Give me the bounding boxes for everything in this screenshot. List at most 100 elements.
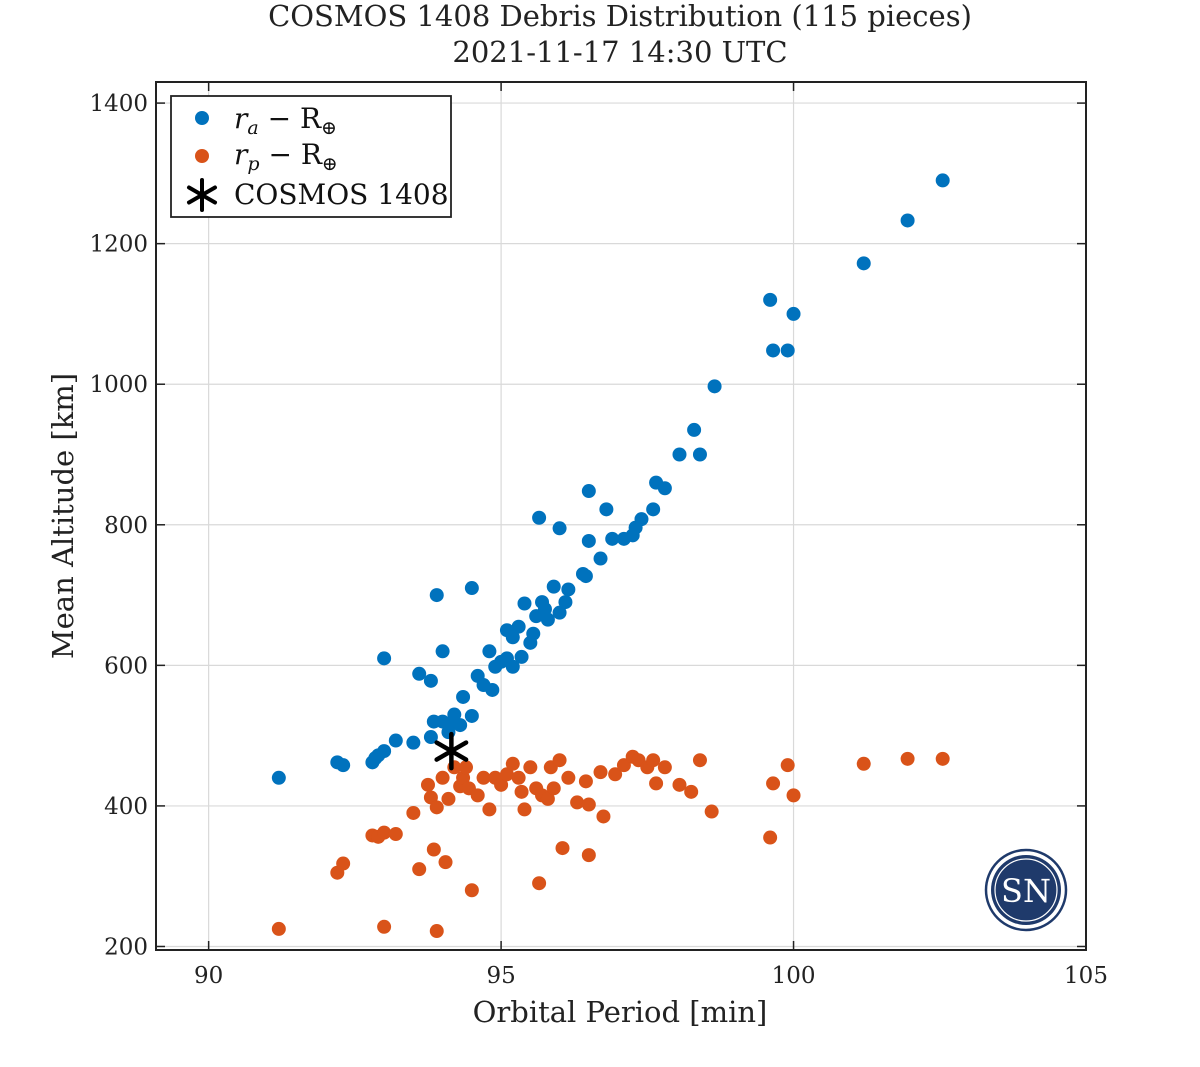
data-point	[684, 784, 699, 799]
chart-title: COSMOS 1408 Debris Distribution (115 pie…	[268, 0, 972, 33]
data-point	[692, 447, 707, 462]
data-points	[271, 173, 950, 939]
data-point	[763, 830, 778, 845]
sn-logo-text: SN	[1001, 872, 1051, 910]
data-point	[657, 481, 672, 496]
data-point	[552, 753, 567, 768]
data-point	[459, 760, 473, 775]
data-point	[470, 788, 485, 803]
data-point	[485, 682, 500, 697]
data-point	[786, 306, 801, 321]
data-point	[900, 213, 915, 228]
data-point	[377, 919, 392, 934]
data-point	[517, 802, 532, 817]
data-point	[482, 644, 497, 659]
data-point	[646, 502, 661, 517]
data-point	[388, 827, 403, 842]
legend-ra-main: r	[234, 102, 249, 135]
plot-frame	[155, 81, 1087, 951]
legend-marker-rp	[195, 149, 209, 163]
data-point	[540, 612, 555, 627]
series-1	[271, 749, 950, 939]
data-point	[336, 856, 351, 871]
legend: ra − R⊕ rp − R⊕ COSMOS 1408	[170, 95, 452, 218]
sn-logo-icon: SN	[984, 848, 1068, 932]
x-tick-label: 95	[486, 963, 515, 989]
data-point	[377, 651, 392, 666]
data-point	[429, 924, 444, 939]
data-point	[420, 777, 435, 792]
data-point	[441, 791, 456, 806]
data-point	[526, 626, 541, 641]
series-2	[434, 731, 469, 771]
legend-entry-rp: rp − R⊕	[195, 138, 338, 175]
data-point	[406, 805, 421, 820]
legend-rp-op: − R	[260, 138, 323, 171]
data-point	[646, 753, 661, 768]
data-point	[412, 862, 427, 877]
y-tick-label: 800	[104, 513, 148, 539]
data-point	[935, 751, 950, 766]
data-point	[447, 707, 462, 722]
legend-label-cosmos: COSMOS 1408	[234, 178, 449, 211]
y-tick-label: 1000	[89, 372, 148, 398]
legend-ra-sub: a	[247, 117, 258, 139]
data-point	[766, 776, 781, 791]
data-point	[412, 666, 427, 681]
y-tick-label: 1400	[89, 91, 148, 117]
legend-entry-ra: ra − R⊕	[195, 102, 337, 139]
data-point	[464, 883, 479, 898]
data-point	[456, 689, 471, 704]
data-point	[499, 767, 514, 782]
legend-label-rp: rp − R⊕	[234, 138, 338, 175]
data-point	[766, 343, 781, 358]
data-point	[423, 673, 438, 688]
data-point	[377, 744, 392, 759]
data-point	[438, 855, 453, 870]
data-point	[476, 770, 491, 785]
data-point	[552, 605, 567, 620]
data-point	[672, 777, 687, 792]
data-point	[578, 569, 593, 584]
data-point	[692, 753, 707, 768]
data-point	[511, 619, 526, 634]
legend-rp-main: r	[234, 138, 249, 171]
data-point	[780, 343, 795, 358]
legend-box	[170, 95, 452, 218]
data-point	[570, 795, 585, 810]
data-point	[596, 809, 611, 824]
y-tick-label: 200	[104, 934, 148, 960]
data-point	[336, 758, 351, 773]
data-point	[482, 802, 497, 817]
data-point	[704, 804, 719, 819]
data-point	[578, 774, 593, 789]
data-point	[464, 708, 479, 723]
data-point	[561, 770, 576, 785]
chart-subtitle: 2021-11-17 14:30 UTC	[452, 35, 787, 69]
legend-marker-ra	[195, 111, 209, 125]
data-point	[546, 579, 561, 594]
data-point	[429, 588, 444, 603]
x-tick-label: 90	[194, 963, 223, 989]
data-point	[494, 777, 509, 792]
data-point	[707, 379, 722, 394]
data-point	[435, 644, 450, 659]
data-point	[900, 751, 915, 766]
data-point	[511, 770, 526, 785]
data-point	[271, 770, 286, 785]
data-point	[271, 921, 286, 936]
data-point	[634, 512, 649, 527]
data-point	[429, 800, 444, 815]
data-point	[672, 447, 687, 462]
data-point	[605, 531, 620, 546]
y-axis-label: Mean Altitude [km]	[46, 373, 80, 659]
data-point	[537, 602, 552, 617]
data-point	[593, 765, 608, 780]
data-point	[552, 521, 567, 536]
data-point	[555, 841, 570, 856]
data-point	[540, 791, 555, 806]
data-point	[856, 756, 871, 771]
x-tick-label: 100	[772, 963, 816, 989]
data-point	[546, 781, 561, 796]
